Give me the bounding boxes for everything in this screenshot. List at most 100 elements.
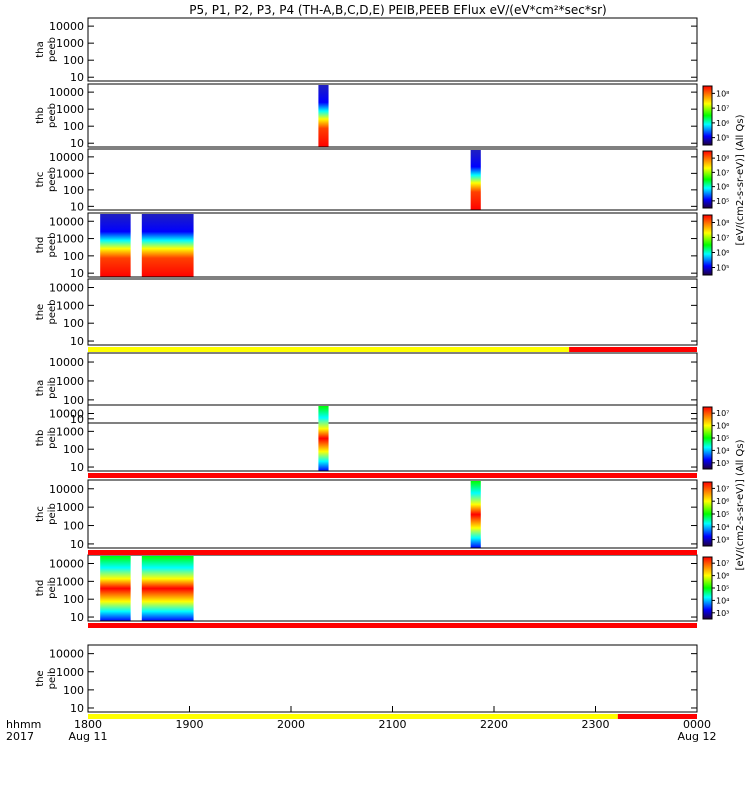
spectrogram-segment [100,214,131,277]
colorbar-tick-label: 10⁴ [716,596,729,605]
y-tick-label: 1000 [56,575,84,588]
panel-label: thdpeeb [35,233,58,258]
colorbar [702,85,713,146]
panel-frame [87,644,698,713]
x-tick-label: 2000 [277,718,305,731]
panel-label-line: thd [35,237,46,254]
panel-frame [87,352,698,424]
y-tick-label: 10000 [49,215,84,228]
status-bar-segment [88,623,697,628]
colorbar [702,481,713,547]
panel-label-line: thb [35,107,46,124]
figure-title: P5, P1, P2, P3, P4 (TH-A,B,C,D,E) PEIB,P… [189,3,606,17]
colorbar-tick-label: 10⁷ [716,104,729,113]
y-tick-label: 1000 [56,425,84,438]
colorbar [702,150,713,209]
spectrogram-segment [141,556,194,621]
x-tick-label: 2300 [582,718,610,731]
spectrogram-segment [318,85,329,147]
panel-label: thapeib [35,377,58,399]
y-tick-label: 10000 [49,408,84,421]
x-date-label: Aug 12 [678,730,717,743]
panel-label: thapeeb [35,37,58,62]
panel-label-line: thc [35,506,46,522]
x-tick-label: 0000 [683,718,711,731]
y-tick-label: 100 [63,593,84,606]
colorbar [702,406,713,470]
panel-label: thbpeib [35,427,58,449]
status-bar-segment [88,473,697,478]
colorbar-tick-label: 10⁶ [716,183,729,192]
y-tick-label: 10000 [49,356,84,369]
panel-label-line: peeb [47,37,58,62]
colorbar-tick-label: 10⁴ [716,523,729,532]
colorbar-tick-label: 10⁵ [716,434,729,443]
y-tick-label: 1000 [56,299,84,312]
colorbar-tick-label: 10⁶ [716,119,729,128]
panel-label-line: tha [35,41,46,57]
x-tick-label: 1900 [176,718,204,731]
y-tick-label: 10 [70,538,84,551]
colorbar-tick-label: 10⁶ [716,572,729,581]
colorbar-tick-label: 10⁸ [716,154,729,163]
panel-label: thcpeib [35,503,58,525]
y-tick-label: 10000 [49,282,84,295]
status-bar-segment [569,347,697,352]
panel-label-line: the [35,304,46,320]
panel-label-line: peib [47,577,58,599]
y-tick-label: 10 [70,413,84,426]
y-tick-label: 10000 [49,151,84,164]
panel-frame [87,212,698,278]
colorbar-tick-label: 10⁷ [716,409,729,418]
colorbar-tick-label: 10⁶ [716,422,729,431]
panel-label: thcpeeb [35,167,58,192]
y-tick-label: 10 [70,71,84,84]
y-tick-label: 1000 [56,37,84,50]
y-tick-label: 10 [70,335,84,348]
colorbar-tick-label: 10⁷ [716,559,729,568]
y-tick-label: 1000 [56,501,84,514]
colorbar-tick-label: 10⁴ [716,446,729,455]
panel-frame [87,278,698,346]
panel-label-line: thd [35,580,46,597]
colorbar-tick-label: 10⁵ [716,584,729,593]
panel-label-line: peeb [47,300,58,325]
panel-label: thepeeb [35,300,58,325]
y-tick-label: 10000 [49,86,84,99]
panel-label-line: peib [47,377,58,399]
panel-label-line: thb [35,430,46,447]
panels-group: 10100100010000thapeeb10100100010000thbpe… [35,17,729,715]
colorbar-label-peeb: [eV/(cm2-s-sr-eV)] (All Qs) [735,114,746,245]
colorbar-tick-label: 10⁵ [716,264,729,273]
colorbar-tick-label: 10³ [716,609,729,618]
y-tick-label: 10000 [49,20,84,33]
y-tick-label: 100 [63,54,84,67]
y-tick-label: 1000 [56,375,84,388]
colorbar-tick-label: 10⁷ [716,484,729,493]
colorbar-tick-label: 10⁵ [716,134,729,143]
colorbar-tick-label: 10³ [716,536,729,545]
colorbar-tick-label: 10⁷ [716,168,729,177]
status-bars-group [88,347,697,719]
y-tick-label: 1000 [56,167,84,180]
colorbar-tick-label: 10⁵ [716,197,729,206]
panel-label: thepeib [35,668,58,690]
panel-label-line: peib [47,503,58,525]
spectrogram-segment [100,556,131,621]
colorbar-tick-label: 10⁶ [716,249,729,258]
status-bar-segment [88,550,697,555]
y-tick-label: 1000 [56,233,84,246]
y-tick-label: 10 [70,702,84,715]
panel-frame [87,479,698,549]
panel-label: thdpeib [35,577,58,599]
y-tick-label: 10 [70,461,84,474]
y-tick-label: 10 [70,611,84,624]
panel-label: thbpeeb [35,103,58,128]
panel-frame [87,404,698,472]
